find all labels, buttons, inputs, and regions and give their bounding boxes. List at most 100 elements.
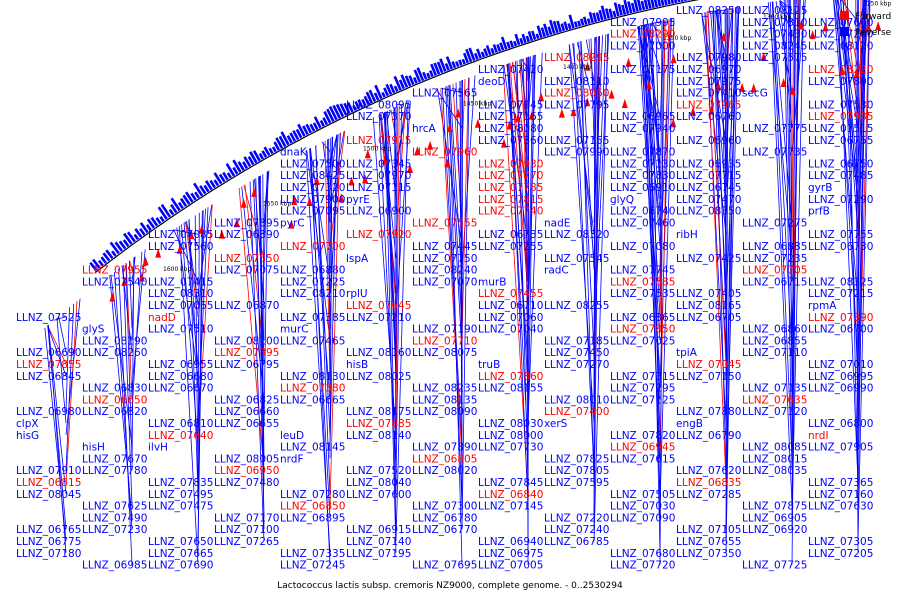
reverse-gene-block [159, 215, 165, 223]
gene-leader-line [509, 62, 529, 294]
reverse-gene-block [621, 4, 627, 15]
gene-leader-line [384, 112, 397, 553]
reverse-gene-block [232, 159, 242, 173]
gene-leader-line [306, 150, 331, 341]
forward-gene-marker [240, 198, 247, 208]
reverse-gene-block [404, 75, 412, 87]
reverse-gene-label: LLNZ_06895 [280, 512, 345, 524]
gene-leader-line [527, 55, 534, 317]
reverse-gene-block [468, 47, 476, 62]
reverse-gene-label: LLNZ_07150 [676, 371, 741, 383]
reverse-gene-block [400, 74, 409, 88]
reverse-gene-label: LLNZ_07145 [478, 501, 543, 513]
gene-leader-line [395, 101, 409, 542]
reverse-gene-label: LLNZ_06795 [214, 359, 279, 371]
reverse-gene-label: LLNZ_07275 [742, 217, 807, 229]
reverse-gene-label: LLNZ_08190 [82, 335, 147, 347]
reverse-gene-block [547, 26, 553, 36]
reverse-gene-label: LLNZ_08155 [478, 383, 543, 395]
reverse-gene-label: LLNZ_06690 [16, 347, 81, 359]
gene-leader-line [329, 134, 338, 188]
gene-leader-line [725, 8, 729, 542]
reverse-gene-block [346, 101, 354, 113]
reverse-gene-block [422, 71, 428, 80]
gene-leader-line [197, 210, 204, 553]
reverse-gene-block [480, 51, 486, 58]
reverse-gene-block [595, 12, 601, 22]
forward-gene-marker [670, 118, 677, 128]
reverse-gene-block [680, 0, 684, 2]
forward-gene-marker [750, 83, 757, 93]
reverse-gene-block [612, 10, 617, 18]
reverse-gene-label: LLNZ_08245 [742, 40, 807, 52]
reverse-gene-block [416, 67, 425, 82]
reverse-gene-label: LLNZ_07285 [676, 489, 741, 501]
reverse-gene-block [313, 116, 322, 129]
gene-leader-line [385, 111, 397, 353]
reverse-gene-label: prfB [808, 206, 830, 218]
forward-gene-marker [789, 85, 796, 95]
reverse-gene-block [89, 261, 98, 272]
reverse-gene-label: leuD [280, 430, 304, 442]
reverse-gene-block [194, 191, 200, 199]
reverse-gene-block [627, 1, 633, 14]
legend: Forward Reverse [840, 11, 892, 38]
gene-leader-line [47, 325, 67, 494]
reverse-gene-label: LLNZ_07105 [676, 524, 741, 536]
reverse-gene-block [326, 108, 335, 122]
reverse-gene-block [647, 0, 652, 9]
reverse-gene-label: LLNZ_08005 [214, 453, 279, 465]
forward-gene-label: LLNZ_07815 [478, 194, 543, 206]
reverse-gene-label: LLNZ_07490 [82, 512, 147, 524]
gene-leader-line [56, 317, 67, 424]
reverse-gene-block [543, 23, 550, 37]
reverse-gene-block [650, 0, 655, 9]
reverse-gene-block [168, 208, 175, 216]
reverse-gene-label: LLNZ_07320 [280, 182, 345, 194]
leader-lines [44, 0, 871, 565]
reverse-gene-label: hrcA [412, 123, 437, 135]
gene-leader-line [324, 140, 331, 388]
gene-leader-line [526, 57, 529, 188]
reverse-gene-block [309, 123, 316, 132]
gene-leader-line [197, 212, 200, 506]
reverse-gene-block [519, 37, 524, 45]
reverse-gene-label: LLNZ_08350 [676, 206, 741, 218]
gene-leader-line [842, 0, 859, 388]
reverse-gene-label: LLNZ_07270 [544, 359, 609, 371]
gene-leader-line [833, 0, 859, 306]
reverse-gene-block [190, 192, 197, 201]
reverse-gene-label: LLNZ_06680 [148, 371, 213, 383]
reverse-gene-label: LLNZ_07630 [808, 501, 873, 513]
reverse-gene-block [500, 36, 508, 50]
reverse-gene-label: LLNZ_06730 [808, 241, 873, 253]
reverse-gene-block [433, 62, 441, 75]
gene-leader-line [197, 204, 213, 294]
forward-gene-label: LLNZ_07585 [610, 276, 675, 288]
gene-leader-line [525, 57, 529, 553]
reverse-gene-label: LLNZ_07650 [148, 536, 213, 548]
forward-gene-marker [558, 108, 565, 118]
reverse-gene-label: LLNZ_07480 [214, 477, 279, 489]
gene-leader-line [578, 41, 595, 353]
reverse-gene-label: ribH [676, 229, 698, 241]
reverse-gene-block [97, 259, 104, 267]
reverse-gene-label: LLNZ_07665 [148, 548, 213, 560]
reverse-gene-block [373, 92, 380, 101]
reverse-gene-label: LLNZ_08250 [676, 5, 741, 17]
reverse-gene-label: LLNZ_07805 [544, 465, 609, 477]
reverse-gene-label: LLNZ_08425 [280, 170, 345, 182]
reverse-gene-block [297, 123, 306, 137]
reverse-gene-label: LLNZ_08235 [412, 383, 477, 395]
gene-leader-line [378, 114, 397, 471]
reverse-gene-label: LLNZ_08120 [808, 40, 873, 52]
reverse-gene-label: LLNZ_07225 [280, 276, 345, 288]
forward-gene-marker [608, 89, 615, 99]
gene-leader-line [53, 316, 67, 321]
reverse-gene-block [100, 256, 108, 264]
forward-gene-label: LLNZ_07390 [808, 312, 873, 324]
reverse-gene-label: glyS [82, 324, 105, 336]
reverse-gene-label: LLNZ_06740 [610, 206, 675, 218]
gene-leader-line [508, 63, 529, 506]
gene-leader-line [58, 316, 67, 353]
